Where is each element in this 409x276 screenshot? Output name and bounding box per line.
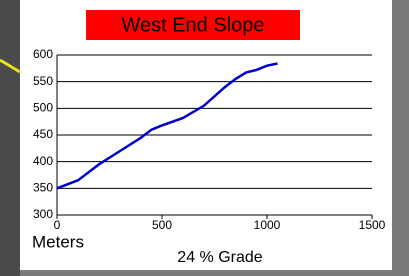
x-tick-label: 0 [54, 218, 61, 232]
y-tick-label: 450 [33, 127, 53, 141]
x-axis-label: Meters [32, 232, 84, 251]
x-tick-label: 1000 [254, 218, 281, 232]
y-tick-label: 400 [33, 154, 53, 168]
y-tick-label: 350 [33, 181, 53, 195]
y-tick-label: 600 [33, 47, 53, 61]
chart: West End Slope Meters 24 % Grade 300 350 4… [0, 0, 409, 276]
y-tick-label: 300 [33, 207, 53, 221]
x-tick-label: 1500 [359, 218, 386, 232]
y-tick-label: 500 [33, 101, 53, 115]
x-tick-label: 500 [152, 218, 172, 232]
photo-edge [0, 0, 20, 276]
page: {"chart_data": {"type": "line", "title":… [0, 0, 409, 276]
y-tick-label: 550 [33, 74, 53, 88]
annotation: 24 % Grade [177, 249, 262, 266]
chart-title: West End Slope [121, 14, 264, 36]
